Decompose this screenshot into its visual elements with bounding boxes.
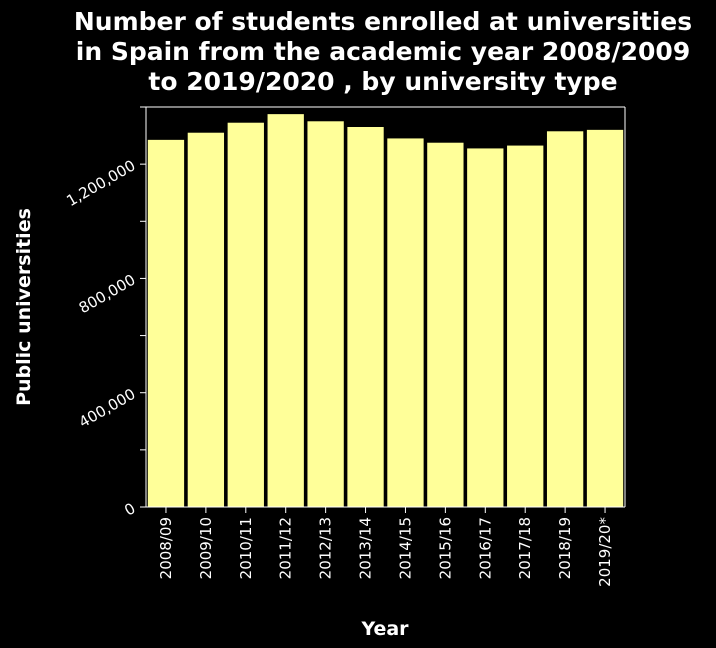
x-tick-label: 2012/13 xyxy=(317,517,335,579)
y-tick-label: 0 xyxy=(121,499,138,519)
x-tick-label: 2010/11 xyxy=(237,517,255,579)
x-tick-label: 2014/15 xyxy=(396,517,414,579)
bar-2016/17 xyxy=(467,148,504,507)
chart-title: Number of students enrolled at universit… xyxy=(74,7,692,96)
bar-2008/09 xyxy=(147,139,185,508)
axes xyxy=(140,106,626,513)
x-tick-label: 2015/16 xyxy=(436,517,454,579)
bar-2014/15 xyxy=(387,138,424,507)
x-tick-label: 2018/19 xyxy=(556,517,574,579)
x-tick-label: 2011/12 xyxy=(277,517,295,579)
x-tick-label: 2019/20* xyxy=(596,517,614,587)
x-axis-title: Year xyxy=(360,618,409,640)
y-axis-title: Public universities xyxy=(13,208,35,406)
x-tick-label: 2008/09 xyxy=(157,517,175,579)
x-tick-label: 2016/17 xyxy=(476,517,494,579)
x-tick-labels: 2008/09 2009/10 2010/11 2011/12 2012/13 2013/… xyxy=(157,517,614,587)
y-tick-label: 400,000 xyxy=(76,385,139,432)
y-tick-labels: 0 400,000 800,000 1,200,000 xyxy=(63,156,138,519)
bar-2015/16 xyxy=(427,142,464,507)
x-tick-label: 2013/14 xyxy=(357,517,375,579)
bar-2017/18 xyxy=(507,145,544,507)
y-tick-label: 1,200,000 xyxy=(63,156,138,210)
bar-2018/19 xyxy=(546,131,584,508)
chart-title-line-1: Number of students enrolled at universit… xyxy=(74,7,692,36)
bar-2009/10 xyxy=(187,132,225,507)
bars xyxy=(147,114,624,508)
bar-2019/20* xyxy=(586,129,624,508)
chart-title-line-2: in Spain from the academic year 2008/200… xyxy=(76,37,690,66)
bar-2010/11 xyxy=(227,122,264,508)
chart-title-line-3: to 2019/2020 , by university type xyxy=(148,67,617,96)
bar-2012/13 xyxy=(307,121,344,507)
bar-2013/14 xyxy=(347,127,384,507)
bar-2011/12 xyxy=(267,114,304,507)
x-tick-label: 2017/18 xyxy=(516,517,534,579)
x-tick-label: 2009/10 xyxy=(197,517,215,579)
y-tick-label: 800,000 xyxy=(76,271,139,318)
